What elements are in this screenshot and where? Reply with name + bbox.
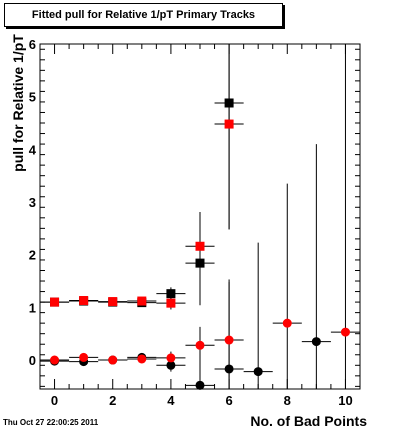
data-points bbox=[40, 44, 360, 390]
y-axis-label: pull for Relative 1/pT bbox=[10, 34, 26, 172]
y-tick-label: 0 bbox=[29, 353, 36, 368]
y-tick-label: 1 bbox=[29, 300, 36, 315]
data-point-square bbox=[195, 241, 205, 251]
x-tick-label: 2 bbox=[109, 393, 116, 408]
axis-ticks: 0 2 4 6 8 10 0 1 2 3 4 5 6 bbox=[29, 37, 361, 408]
x-tick-label: 10 bbox=[338, 393, 352, 408]
chart-title: Fitted pull for Relative 1/pT Primary Tr… bbox=[4, 3, 283, 27]
data-point-circle bbox=[108, 355, 118, 365]
y-tick-label: 2 bbox=[29, 248, 36, 263]
x-tick-label: 0 bbox=[51, 393, 58, 408]
timestamp: Thu Oct 27 22:00:25 2011 bbox=[3, 418, 99, 427]
data-point-circle bbox=[224, 335, 234, 345]
data-point-square bbox=[79, 296, 89, 306]
data-point-square bbox=[166, 298, 176, 308]
series-1 bbox=[40, 44, 244, 308]
data-point-square bbox=[137, 296, 147, 306]
series-4 bbox=[40, 44, 360, 389]
data-point-circle bbox=[166, 353, 176, 363]
data-point-circle bbox=[253, 367, 263, 377]
data-point-square bbox=[166, 289, 176, 299]
y-tick-label: 3 bbox=[29, 195, 36, 210]
data-point-square bbox=[224, 119, 234, 129]
x-tick-label: 8 bbox=[284, 393, 291, 408]
data-point-circle bbox=[50, 355, 60, 365]
data-point-circle bbox=[311, 337, 321, 347]
data-point-circle bbox=[166, 360, 176, 370]
series-2 bbox=[40, 44, 244, 310]
x-axis-label: No. of Bad Points bbox=[250, 413, 367, 429]
y-tick-label: 4 bbox=[29, 142, 37, 157]
x-tick-label: 4 bbox=[167, 393, 175, 408]
x-tick-label: 6 bbox=[225, 393, 232, 408]
data-point-circle bbox=[282, 318, 292, 328]
data-point-circle bbox=[195, 340, 205, 350]
y-tick-label: 5 bbox=[29, 90, 36, 105]
data-point-square bbox=[50, 297, 60, 307]
data-point-circle bbox=[195, 380, 205, 390]
data-point-square bbox=[108, 297, 118, 307]
data-point-circle bbox=[79, 352, 89, 362]
data-point-circle bbox=[137, 354, 147, 364]
data-point-circle bbox=[340, 327, 350, 337]
y-tick-label: 6 bbox=[29, 37, 36, 52]
